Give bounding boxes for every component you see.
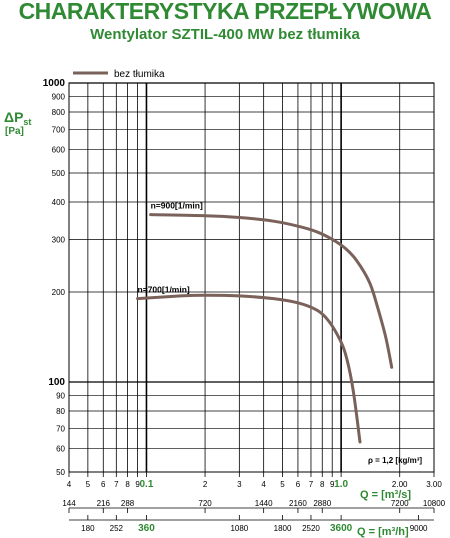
x-tick-label-m3s: 2.00	[392, 480, 408, 489]
y-tick-label: 700	[52, 125, 66, 134]
x-tick-label-m3h: 2520	[302, 524, 320, 533]
y-tick-label: 800	[52, 108, 66, 117]
y-tick-label: 50	[56, 468, 65, 477]
x-axis-label-m3s: Q = [m³/s]	[360, 489, 411, 501]
x-tick-label-m3s: 6	[296, 480, 301, 489]
series-label: n=700[1/min]	[138, 285, 190, 295]
x-tick-label-m3s: 0.1	[140, 479, 154, 490]
x-tick-label-m3s: 3	[237, 480, 242, 489]
grid	[68, 82, 435, 521]
y-tick-label: 80	[56, 407, 65, 416]
x-tick-label-m3s: 6	[101, 480, 106, 489]
x-tick-label-m3s: 5	[86, 480, 91, 489]
x-tick-label-m3h: 9000	[410, 524, 428, 533]
x-tick-label-m3h: 2880	[313, 499, 331, 508]
x-tick-label-m3s: 3.00	[426, 480, 442, 489]
series-label: n=900[1/min]	[151, 201, 203, 211]
y-tick-label: 300	[52, 235, 66, 244]
x-tick-label-m3h: 1800	[274, 524, 292, 533]
x-tick-label-m3s: 9	[330, 480, 335, 489]
y-tick-label: 1000	[43, 78, 66, 89]
x-tick-label-m3s: 1.0	[334, 479, 348, 490]
x-tick-label-m3h: 288	[121, 499, 135, 508]
chart-title: CHARAKTERYSTYKA PRZEPŁYWOWA	[18, 0, 432, 24]
y-axis-label: ΔPst	[4, 109, 31, 127]
x-tick-label-m3h: 3600	[330, 523, 353, 534]
y-tick-label: 100	[48, 377, 65, 388]
y-axis-unit: [Pa]	[5, 126, 24, 137]
legend-label: bez tłumika	[114, 69, 165, 80]
x-tick-label-m3s: 8	[125, 480, 130, 489]
density-annotation: ρ = 1,2 [kg/m³]	[368, 456, 422, 465]
x-tick-label-m3s: 5	[280, 480, 285, 489]
x-tick-label-m3h: 1080	[230, 524, 248, 533]
curve-series-1	[136, 293, 362, 444]
x-tick-label-m3h: 360	[138, 523, 155, 534]
x-tick-label-m3s: 7	[114, 480, 119, 489]
x-tick-label-m3h: 720	[198, 499, 212, 508]
labels: 50 60 70 80 90 100 200 300 400 500 600 700 800 900 100…	[43, 78, 446, 534]
y-tick-label: 600	[52, 145, 66, 154]
curves	[136, 213, 394, 444]
x-tick-label-m3s: 8	[320, 480, 325, 489]
curve-series-0	[149, 213, 394, 369]
chart-subtitle: Wentylator SZTIL-400 MW bez tłumika	[90, 26, 360, 43]
y-tick-label: 90	[56, 392, 65, 401]
x-tick-label-m3s: 4	[261, 480, 266, 489]
x-tick-label-m3h: 180	[81, 524, 95, 533]
plot-frame	[68, 82, 435, 473]
x-axis-label-m3h: Q = [m³/h]	[357, 526, 409, 538]
x-tick-label-m3h: 144	[62, 499, 76, 508]
x-tick-label-m3h: 2160	[289, 499, 307, 508]
x-tick-label-m3s: 7	[309, 480, 314, 489]
y-tick-label: 500	[52, 169, 66, 178]
x-tick-label-m3s: 2	[203, 480, 208, 489]
x-tick-label-m3s: 9	[135, 480, 140, 489]
y-tick-label: 200	[52, 288, 66, 297]
x-tick-label-m3h: 216	[97, 499, 111, 508]
y-tick-label: 900	[52, 93, 66, 102]
x-tick-label-m3h: 1440	[255, 499, 273, 508]
y-tick-label: 70	[56, 424, 65, 433]
x-tick-label-m3s: 4	[67, 480, 72, 489]
y-tick-label: 400	[52, 198, 66, 207]
y-tick-label: 60	[56, 444, 65, 453]
x-tick-label-m3h: 252	[110, 524, 124, 533]
x-tick-label-m3h: 10800	[423, 499, 446, 508]
x-tick-label-m3h: 7200	[391, 499, 409, 508]
